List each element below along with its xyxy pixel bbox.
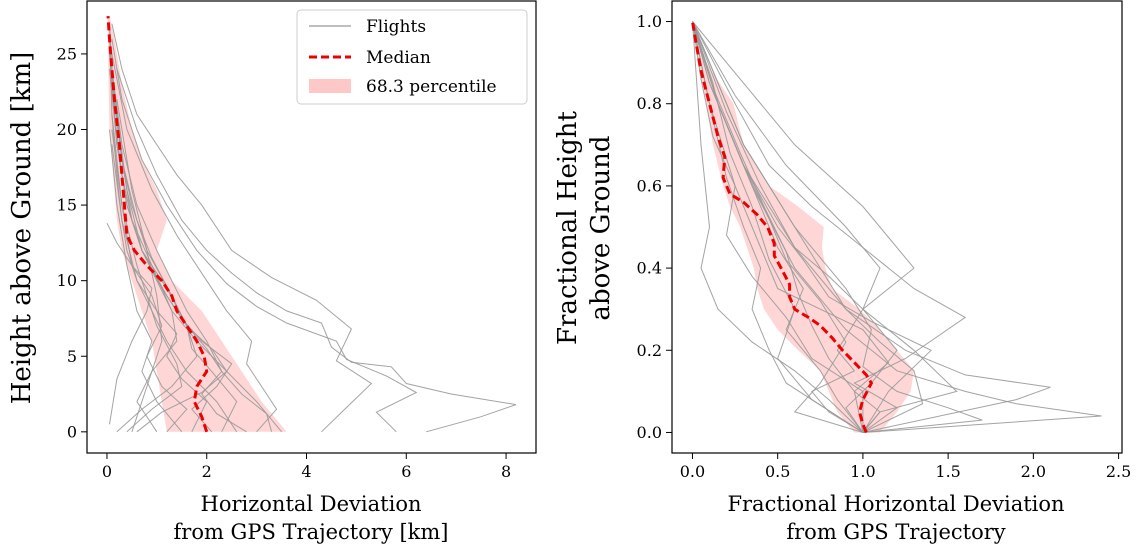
legend: Flights Median 68.3 percentile — [296, 9, 528, 105]
right-flight-line-13 — [692, 21, 983, 433]
left-y-tick-label: 0 — [67, 422, 77, 441]
left-x-tick-label: 0 — [102, 462, 112, 481]
right-median-line — [691, 21, 874, 434]
left-x-axis-label-line1: Horizontal Deviation — [201, 492, 422, 516]
right-y-tick-label: 0.4 — [637, 259, 662, 278]
right-flight-line-12 — [692, 21, 864, 433]
right-x-axis-label-line1: Fractional Horizontal Deviation — [727, 492, 1064, 516]
left-flight-line-8 — [111, 53, 278, 433]
left-flight-line-12 — [111, 68, 247, 433]
left-y-tick-label: 25 — [57, 44, 77, 63]
right-plot-frame — [671, 0, 1123, 454]
legend-band-label: 68.3 percentile — [366, 77, 497, 97]
left-y-tick-label: 10 — [57, 271, 77, 290]
right-y-tick-label: 0.8 — [637, 94, 662, 113]
left-flight-line-19 — [116, 114, 228, 433]
right-y-tick-label: 0.0 — [637, 423, 662, 442]
right-y-tick-label: 0.6 — [637, 176, 662, 195]
left-plot-area — [106, 16, 517, 433]
left-flight-line-5 — [111, 23, 373, 433]
legend-box — [296, 9, 528, 105]
right-y-axis-label-line2: above Ground — [586, 135, 616, 320]
left-y-tick-label: 20 — [57, 120, 77, 139]
left-x-tick-label: 4 — [301, 462, 311, 481]
right-chart: Fractional Height above Ground Fractiona… — [553, 0, 1131, 544]
left-flight-line-18 — [106, 222, 153, 425]
legend-band-swatch — [309, 79, 351, 93]
left-plot-frame — [86, 0, 537, 454]
right-x-tick-label: 1.5 — [935, 462, 960, 481]
left-x-tick-label: 2 — [202, 462, 212, 481]
legend-flights-label: Flights — [366, 17, 426, 37]
right-x-tick-label: 0.5 — [765, 462, 790, 481]
right-flight-line-7 — [692, 21, 958, 433]
left-chart: Height above Ground [km] Horizontal Devi… — [7, 0, 537, 544]
left-flight-line-11 — [111, 129, 183, 433]
left-y-tick-label: 15 — [57, 196, 77, 215]
right-x-axis-label-line2: from GPS Trajectory — [786, 520, 1005, 544]
left-y-tick-label: 5 — [67, 347, 77, 366]
right-plot-area — [691, 21, 1102, 434]
legend-median-label: Median — [366, 48, 431, 68]
left-median-line — [106, 16, 209, 433]
left-flight-line-7 — [111, 38, 418, 433]
right-flight-line-6 — [692, 21, 864, 433]
left-x-tick-label: 8 — [501, 462, 511, 481]
right-y-axis-label-line1: Fractional Height — [553, 110, 583, 345]
left-x-tick-label: 6 — [401, 462, 411, 481]
right-flight-line-17 — [692, 21, 864, 433]
left-x-axis-label-line2: from GPS Trajectory [km] — [174, 520, 449, 544]
right-x-tick-label: 0.0 — [680, 462, 705, 481]
right-flight-line-10 — [692, 21, 881, 433]
right-x-tick-label: 2.5 — [1106, 462, 1131, 481]
left-percentile-band — [107, 16, 287, 432]
right-flight-line-8 — [692, 21, 967, 433]
right-x-tick-label: 2.0 — [1021, 462, 1046, 481]
left-y-axis-label: Height above Ground [km] — [7, 52, 37, 405]
right-y-tick-label: 1.0 — [637, 12, 662, 31]
left-flight-line-17 — [109, 129, 183, 433]
right-x-tick-label: 1.0 — [850, 462, 875, 481]
right-percentile-band — [692, 21, 914, 433]
right-flight-line-15 — [692, 21, 881, 433]
left-flight-line-14 — [111, 114, 188, 433]
right-y-tick-label: 0.2 — [637, 341, 662, 360]
right-flight-line-9 — [692, 21, 915, 433]
right-flight-line-5 — [692, 21, 864, 433]
left-flight-line-6 — [116, 68, 517, 433]
